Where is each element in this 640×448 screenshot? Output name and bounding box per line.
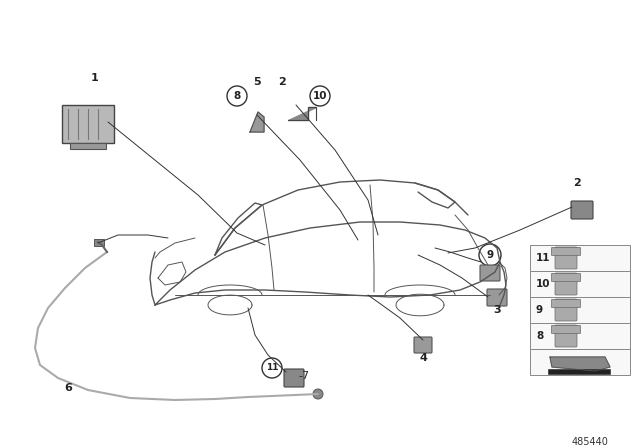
Text: 8: 8 (234, 91, 241, 101)
Text: 1: 1 (91, 73, 99, 83)
Polygon shape (288, 107, 316, 120)
FancyBboxPatch shape (284, 369, 304, 387)
Text: 2: 2 (573, 178, 581, 188)
FancyBboxPatch shape (487, 289, 507, 306)
Text: 10: 10 (536, 279, 550, 289)
FancyBboxPatch shape (555, 299, 577, 321)
FancyBboxPatch shape (552, 300, 580, 307)
Text: 5: 5 (253, 77, 261, 87)
FancyBboxPatch shape (414, 337, 432, 353)
FancyBboxPatch shape (548, 369, 610, 374)
FancyBboxPatch shape (530, 297, 630, 323)
Text: 485440: 485440 (572, 437, 609, 447)
FancyBboxPatch shape (552, 273, 580, 281)
Text: 9: 9 (486, 250, 493, 260)
Text: 8: 8 (536, 331, 543, 341)
Text: 6: 6 (64, 383, 72, 393)
FancyBboxPatch shape (530, 323, 630, 349)
FancyBboxPatch shape (552, 326, 580, 333)
FancyBboxPatch shape (555, 273, 577, 295)
FancyBboxPatch shape (530, 349, 630, 375)
Circle shape (313, 389, 323, 399)
FancyBboxPatch shape (555, 247, 577, 269)
FancyBboxPatch shape (530, 245, 630, 271)
FancyBboxPatch shape (480, 265, 500, 281)
Text: 2: 2 (278, 77, 286, 87)
Text: 11: 11 (266, 363, 278, 372)
FancyBboxPatch shape (555, 325, 577, 347)
FancyBboxPatch shape (70, 143, 106, 149)
FancyBboxPatch shape (62, 105, 114, 143)
Text: 9: 9 (536, 305, 543, 315)
Text: 4: 4 (419, 353, 427, 363)
FancyBboxPatch shape (571, 201, 593, 219)
FancyBboxPatch shape (552, 247, 580, 255)
Polygon shape (250, 112, 264, 132)
Text: 3: 3 (493, 305, 501, 315)
FancyBboxPatch shape (530, 271, 630, 297)
Text: 10: 10 (313, 91, 327, 101)
Text: 11: 11 (536, 253, 550, 263)
FancyBboxPatch shape (94, 239, 104, 246)
Text: -7: -7 (298, 371, 309, 381)
Polygon shape (550, 357, 610, 371)
